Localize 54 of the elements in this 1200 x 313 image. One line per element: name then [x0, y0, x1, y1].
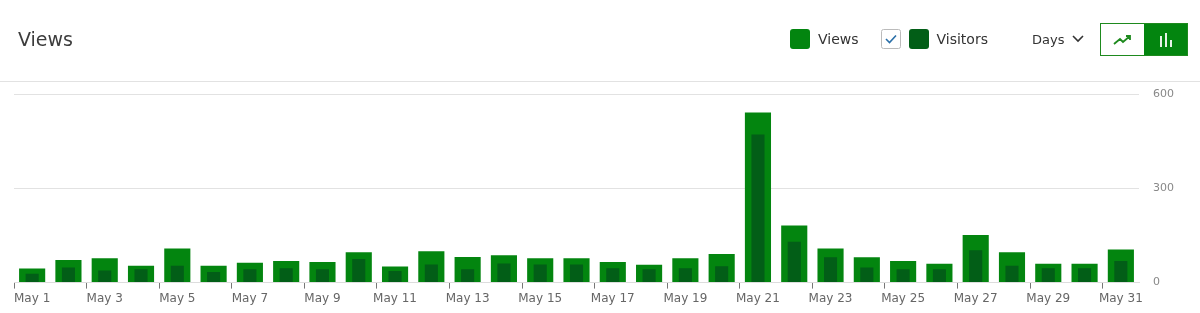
bar — [932, 269, 946, 283]
x-tick-label: May 21 — [736, 290, 780, 305]
bar — [61, 267, 75, 283]
text: Days — [1032, 32, 1065, 47]
bar — [606, 268, 620, 283]
bar — [533, 264, 547, 283]
y-tick-label: 300 — [1153, 181, 1174, 195]
legend-label: Visitors — [936, 31, 988, 47]
bar — [1005, 265, 1019, 283]
bar — [98, 270, 112, 283]
bar — [787, 241, 801, 283]
bar — [207, 271, 221, 283]
x-tick-label: May 29 — [1026, 290, 1071, 305]
x-tick-label: May 3 — [86, 290, 123, 305]
bar — [1041, 268, 1055, 283]
y-tick-label: 0 — [1153, 275, 1160, 289]
bar — [642, 269, 656, 283]
x-tick-label: May 9 — [304, 290, 341, 305]
x-tick-label: May 19 — [663, 290, 708, 305]
bar — [569, 264, 584, 283]
bar — [1078, 268, 1092, 283]
x-tick-label: May 25 — [881, 290, 926, 305]
bar — [243, 269, 257, 283]
bar — [388, 271, 402, 283]
x-tick-label: May 17 — [590, 290, 635, 305]
bar — [860, 267, 874, 283]
x-tick-label: May 31 — [1098, 290, 1143, 305]
x-tick-label: May 5 — [159, 290, 196, 305]
bar — [352, 259, 366, 283]
bar — [279, 268, 293, 283]
legend-label: Views — [818, 31, 859, 47]
x-tick-label: May 7 — [231, 290, 269, 305]
bar — [25, 273, 39, 283]
bar — [715, 266, 729, 283]
bar — [1114, 260, 1128, 283]
bar — [751, 134, 765, 283]
bar — [315, 269, 329, 283]
x-tick-label: May 15 — [518, 290, 563, 305]
bar — [170, 265, 184, 283]
bar — [678, 268, 692, 283]
bar — [424, 264, 438, 283]
bar — [896, 269, 910, 283]
x-tick-label: May 23 — [808, 290, 853, 305]
bar — [134, 269, 148, 283]
bar — [497, 263, 511, 283]
y-tick-label: 600 — [1153, 87, 1174, 101]
bar — [824, 257, 838, 283]
x-tick-label: May 11 — [373, 290, 417, 305]
x-tick-label: May 13 — [445, 290, 490, 305]
x-tick-label: May 27 — [953, 290, 998, 305]
bar — [461, 269, 475, 283]
x-tick-label: May 1 — [14, 290, 51, 305]
chart-title: Views — [18, 28, 73, 50]
bar — [969, 250, 983, 283]
